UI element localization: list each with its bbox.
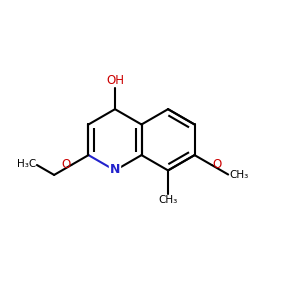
Text: CH₃: CH₃: [158, 195, 178, 205]
Text: H₃C: H₃C: [17, 159, 36, 170]
Text: O: O: [61, 158, 70, 171]
Text: N: N: [110, 163, 120, 176]
Text: O: O: [213, 158, 222, 171]
Text: OH: OH: [106, 74, 124, 87]
Text: CH₃: CH₃: [229, 169, 248, 179]
